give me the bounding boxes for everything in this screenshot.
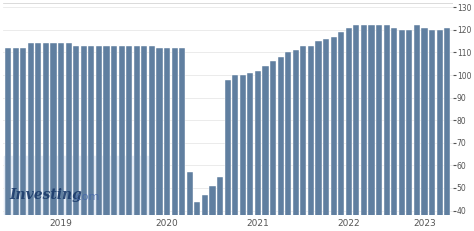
Bar — [96, 46, 102, 231]
Bar — [323, 39, 329, 231]
Bar — [20, 48, 27, 231]
Bar — [194, 201, 201, 231]
Bar — [270, 61, 276, 231]
Bar — [81, 46, 87, 231]
Bar — [414, 25, 420, 231]
Bar — [88, 46, 94, 231]
Bar — [285, 52, 292, 231]
Bar — [187, 172, 193, 231]
Bar — [406, 30, 412, 231]
Bar — [126, 46, 132, 231]
Bar — [12, 48, 19, 231]
Bar — [149, 46, 155, 231]
Bar — [172, 48, 178, 231]
Text: Investing: Investing — [9, 188, 82, 202]
Bar — [429, 30, 435, 231]
Bar — [35, 43, 41, 231]
Bar — [383, 25, 390, 231]
Bar — [3, 156, 148, 215]
Bar — [301, 46, 307, 231]
Bar — [232, 75, 238, 231]
Bar — [65, 43, 72, 231]
Bar — [118, 46, 125, 231]
Bar — [391, 28, 397, 231]
Bar — [376, 25, 382, 231]
Bar — [5, 48, 11, 231]
Bar — [111, 46, 117, 231]
Bar — [368, 25, 374, 231]
Bar — [330, 37, 337, 231]
Bar — [27, 43, 34, 231]
Bar — [202, 195, 208, 231]
Bar — [293, 50, 299, 231]
Bar — [255, 70, 261, 231]
Bar — [353, 25, 359, 231]
Bar — [421, 28, 428, 231]
Bar — [141, 46, 147, 231]
Bar — [225, 79, 231, 231]
Bar — [43, 43, 49, 231]
Bar — [361, 25, 367, 231]
Bar — [103, 46, 109, 231]
Bar — [134, 46, 140, 231]
Bar — [338, 32, 344, 231]
Bar — [278, 57, 284, 231]
Bar — [217, 177, 223, 231]
Bar — [247, 73, 254, 231]
Bar — [164, 48, 170, 231]
Bar — [399, 30, 405, 231]
Bar — [73, 46, 79, 231]
Bar — [179, 48, 185, 231]
Bar — [263, 66, 269, 231]
Bar — [58, 43, 64, 231]
Bar — [50, 43, 56, 231]
Bar — [156, 48, 163, 231]
Bar — [315, 41, 322, 231]
Bar — [210, 186, 216, 231]
Bar — [444, 28, 450, 231]
Bar — [308, 46, 314, 231]
Bar — [346, 28, 352, 231]
Bar — [437, 30, 443, 231]
Bar — [240, 75, 246, 231]
Text: .com: .com — [73, 192, 100, 202]
